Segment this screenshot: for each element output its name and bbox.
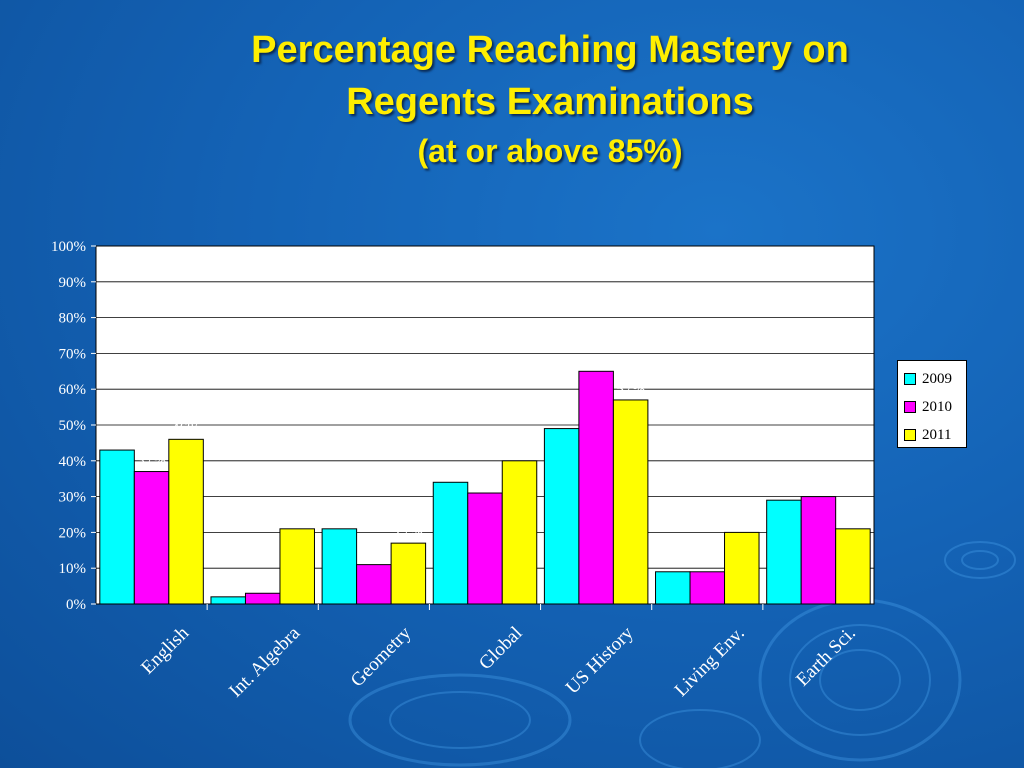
y-tick-label: 20% <box>59 525 87 541</box>
data-label: 46% <box>171 420 200 437</box>
data-label: 9% <box>662 553 683 570</box>
bar-2011-3 <box>501 460 538 605</box>
data-label: 40% <box>505 442 534 459</box>
bar-2010-1 <box>244 592 281 605</box>
data-label: 3% <box>252 574 273 591</box>
legend-label: 2011 <box>922 426 952 443</box>
bar-2010-0 <box>133 471 170 605</box>
bar-2009-2 <box>321 528 358 605</box>
data-label: 21% <box>283 510 312 527</box>
bar-2011-2 <box>390 542 427 605</box>
data-label: 49% <box>547 410 576 427</box>
data-label: 11% <box>359 546 388 563</box>
legend-swatch <box>904 373 916 385</box>
legend-swatch <box>904 429 916 441</box>
slide-title: Percentage Reaching Mastery on Regents E… <box>0 24 1024 174</box>
data-label: 2% <box>218 578 239 595</box>
x-tick-labels: English Int. Algebra Geometry Global US Hist… <box>137 622 860 701</box>
title-line-2: Regents Examinations <box>346 81 754 123</box>
data-label: 21% <box>838 510 867 527</box>
y-tick-label: 100% <box>51 239 86 255</box>
x-tick-label: Int. Algebra <box>225 622 304 701</box>
bar-2011-4 <box>612 399 649 605</box>
y-tick-label: 70% <box>59 346 87 362</box>
y-tick-label: 10% <box>59 561 87 577</box>
grid-lines <box>91 245 874 610</box>
legend-item-2009: 2009 <box>904 365 966 393</box>
title-line-1: Percentage Reaching Mastery on <box>251 29 849 71</box>
bar-2011-0 <box>168 438 204 605</box>
data-label: 21% <box>325 510 354 527</box>
y-tick-label: 50% <box>59 418 87 434</box>
legend-swatch <box>904 401 916 413</box>
bar-2011-5 <box>724 531 760 605</box>
bar-2009-0 <box>99 449 135 605</box>
x-tick-label: Earth Sci. <box>792 623 860 691</box>
data-label: 30% <box>804 478 833 495</box>
data-label: 17% <box>394 524 423 541</box>
y-tick-label: 0% <box>66 597 86 613</box>
y-tick-label: 80% <box>59 311 87 327</box>
y-tick-label: 40% <box>59 454 87 470</box>
x-tick-label: Global <box>475 623 526 674</box>
bar-2009-4 <box>543 428 580 605</box>
bar-2010-3 <box>467 492 503 605</box>
x-tick-label: Geometry <box>347 622 416 691</box>
bars <box>99 370 871 605</box>
data-label: 37% <box>137 453 166 470</box>
legend-label: 2009 <box>922 370 952 387</box>
bar-2010-5 <box>689 571 726 605</box>
y-tick-label: 30% <box>59 490 87 506</box>
bar-2009-5 <box>655 571 691 605</box>
data-label: 20% <box>727 513 756 530</box>
bar-2010-4 <box>578 370 614 605</box>
legend-item-2010: 2010 <box>904 393 966 421</box>
bar-2009-3 <box>432 481 469 605</box>
bar-2009-1 <box>210 596 246 605</box>
data-label: 29% <box>769 481 798 498</box>
legend-item-2011: 2011 <box>904 421 966 449</box>
bar-2010-2 <box>356 564 392 605</box>
bar-2011-1 <box>279 528 315 605</box>
data-label: 43% <box>102 431 131 448</box>
data-label: 31% <box>470 474 499 491</box>
data-labels: 43% 37% 46% 2% 3% 21% 21% 11% 17% 34% 31% 40% 49% 65%… <box>102 352 867 595</box>
y-tick-labels: 0% 10% 20% 30% 40% 50% 60% 70% 80% 90% 100% <box>51 239 86 613</box>
x-tick-label: US History <box>562 622 638 698</box>
title-subtitle: (at or above 85%) <box>417 133 683 169</box>
legend-label: 2010 <box>922 398 952 415</box>
y-tick-label: 60% <box>59 382 87 398</box>
y-tick-label: 90% <box>59 275 87 291</box>
data-label: 9% <box>697 553 718 570</box>
bar-2009-6 <box>766 499 802 605</box>
chart-legend: 2009 2010 2011 <box>897 360 967 448</box>
data-label: 65% <box>581 352 610 369</box>
data-label: 34% <box>436 463 465 480</box>
bar-2011-6 <box>835 528 871 605</box>
x-tick-label: English <box>137 622 193 678</box>
x-tick-label: Living Env. <box>671 623 749 701</box>
data-label: 57% <box>616 381 645 398</box>
bar-2010-6 <box>800 496 837 605</box>
